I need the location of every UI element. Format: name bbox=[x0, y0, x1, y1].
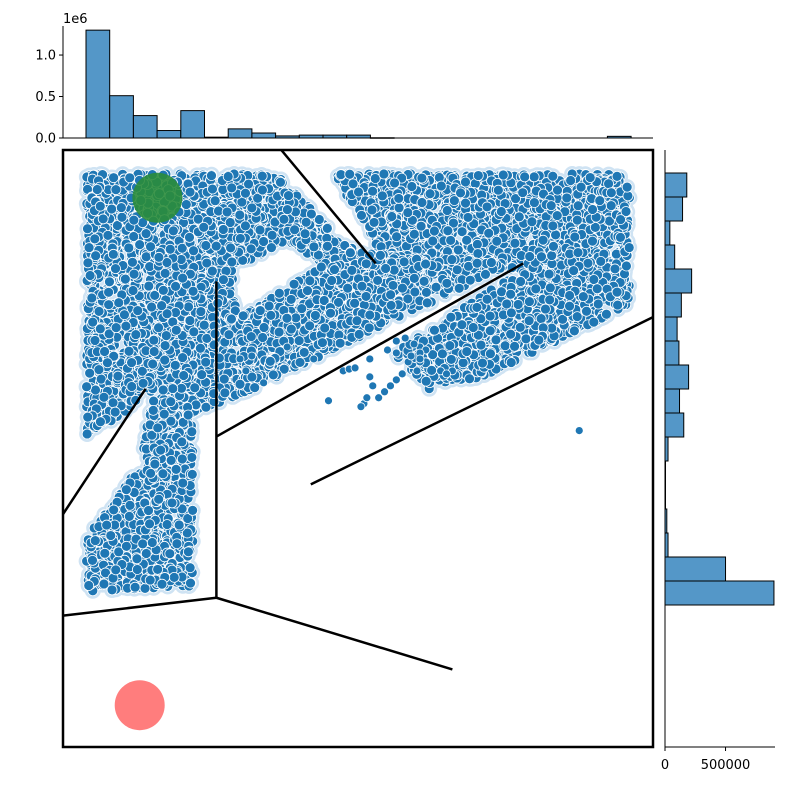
top-marginal-histogram: 0.0 0.5 1.0 bbox=[35, 26, 653, 147]
top-hist-bar bbox=[251, 132, 277, 139]
right-hist-bar bbox=[664, 412, 685, 438]
right-hist-bar bbox=[664, 292, 682, 318]
top-hist-bar bbox=[85, 29, 111, 139]
right-hist-bar bbox=[664, 316, 678, 342]
top-hist-bar bbox=[109, 95, 134, 139]
top-hist-y-tick-label: 0.5 bbox=[35, 90, 56, 105]
right-hist-bar bbox=[664, 220, 671, 246]
right-hist-x-tick-label: 500000 bbox=[701, 758, 751, 773]
top-hist-bar bbox=[132, 115, 158, 139]
right-hist-bar bbox=[664, 268, 693, 294]
right-hist-bar bbox=[664, 340, 680, 366]
joint-scatter-plot bbox=[61, 148, 655, 749]
right-hist-bar bbox=[664, 556, 727, 582]
right-hist-bar bbox=[664, 244, 676, 270]
right-hist-bar bbox=[664, 388, 681, 414]
top-hist-y-tick-label: 1.0 bbox=[35, 49, 56, 64]
right-hist-bar bbox=[664, 364, 690, 390]
right-hist-x-tick-label: 0 bbox=[661, 758, 669, 773]
top-hist-bar bbox=[180, 110, 206, 139]
top-hist-bar bbox=[227, 128, 253, 139]
right-hist-bar bbox=[664, 196, 684, 222]
top-hist-y-tick-label: 0.0 bbox=[35, 132, 56, 147]
right-hist-bar bbox=[664, 172, 688, 198]
right-marginal-histogram: 0 500000 bbox=[661, 150, 775, 773]
right-hist-bar bbox=[664, 580, 775, 606]
top-hist-bar bbox=[156, 130, 182, 139]
